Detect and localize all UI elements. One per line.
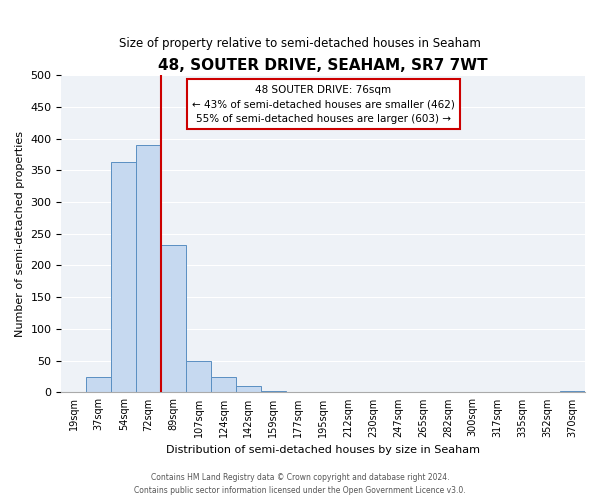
Text: Size of property relative to semi-detached houses in Seaham: Size of property relative to semi-detach…	[119, 38, 481, 51]
Bar	[86, 376, 111, 392]
Bar	[261, 391, 286, 392]
Bar	[211, 376, 236, 392]
Text: 48 SOUTER DRIVE: 76sqm
← 43% of semi-detached houses are smaller (462)
55% of se: 48 SOUTER DRIVE: 76sqm ← 43% of semi-det…	[192, 84, 455, 124]
Bar	[111, 162, 136, 392]
Y-axis label: Number of semi-detached properties: Number of semi-detached properties	[15, 130, 25, 336]
Bar	[186, 360, 211, 392]
Title: 48, SOUTER DRIVE, SEAHAM, SR7 7WT: 48, SOUTER DRIVE, SEAHAM, SR7 7WT	[158, 58, 488, 72]
Bar	[136, 145, 161, 392]
Text: Contains HM Land Registry data © Crown copyright and database right 2024.
Contai: Contains HM Land Registry data © Crown c…	[134, 474, 466, 495]
Bar	[560, 390, 585, 392]
Bar	[236, 386, 261, 392]
X-axis label: Distribution of semi-detached houses by size in Seaham: Distribution of semi-detached houses by …	[166, 445, 480, 455]
Bar	[161, 244, 186, 392]
